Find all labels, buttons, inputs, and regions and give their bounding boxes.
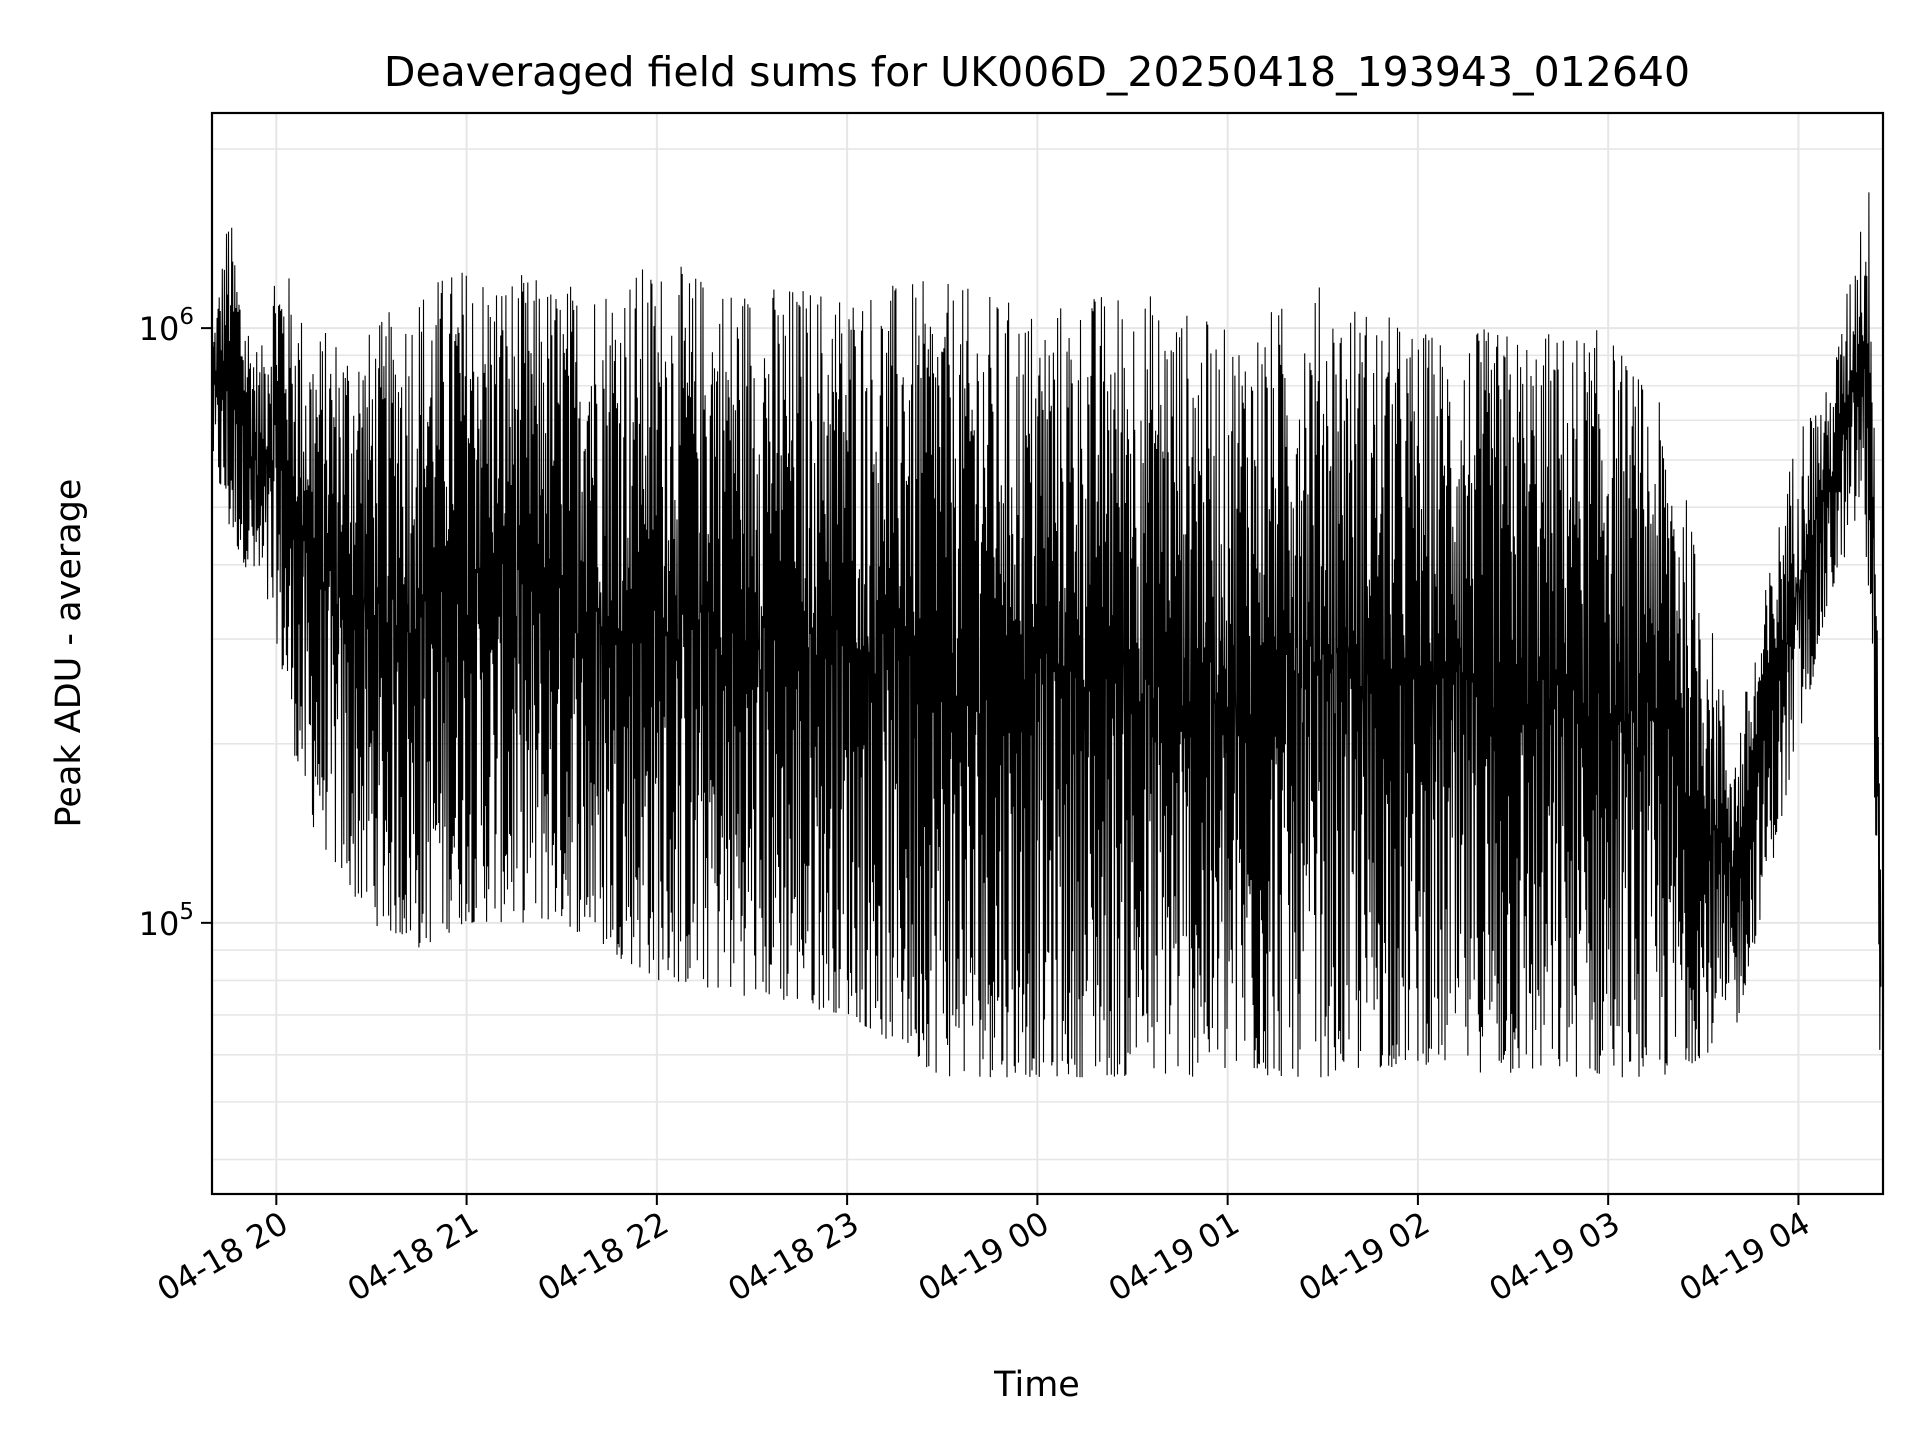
x-axis: 04-18 20 04-18 21 04-18 22 04-18 23 04-19 00… [151,1194,1817,1309]
chart-title: Deaveraged field sums for UK006D_2025041… [384,48,1690,96]
x-tick-label-1: 04-18 21 [341,1204,485,1309]
x-tick-label-0: 04-18 20 [151,1204,295,1309]
y-axis-label: Peak ADU - average [49,479,89,828]
x-tick-label-3: 04-18 23 [722,1204,866,1309]
series-line [212,192,1882,1078]
y-tick-label-0: 105 [139,899,194,943]
x-tick-label-2: 04-18 22 [531,1204,675,1309]
x-tick-label-4: 04-19 00 [912,1204,1056,1309]
x-tick-label-7: 04-19 03 [1483,1204,1627,1309]
x-tick-label-5: 04-19 01 [1102,1204,1246,1309]
x-tick-label-8: 04-19 04 [1673,1204,1817,1309]
plot-frame [210,111,1885,1196]
y-tick-label-1: 106 [139,304,194,348]
x-axis-label: Time [993,1365,1080,1405]
y-axis: 105 106 [139,304,212,943]
x-tick-label-6: 04-19 02 [1292,1204,1436,1309]
